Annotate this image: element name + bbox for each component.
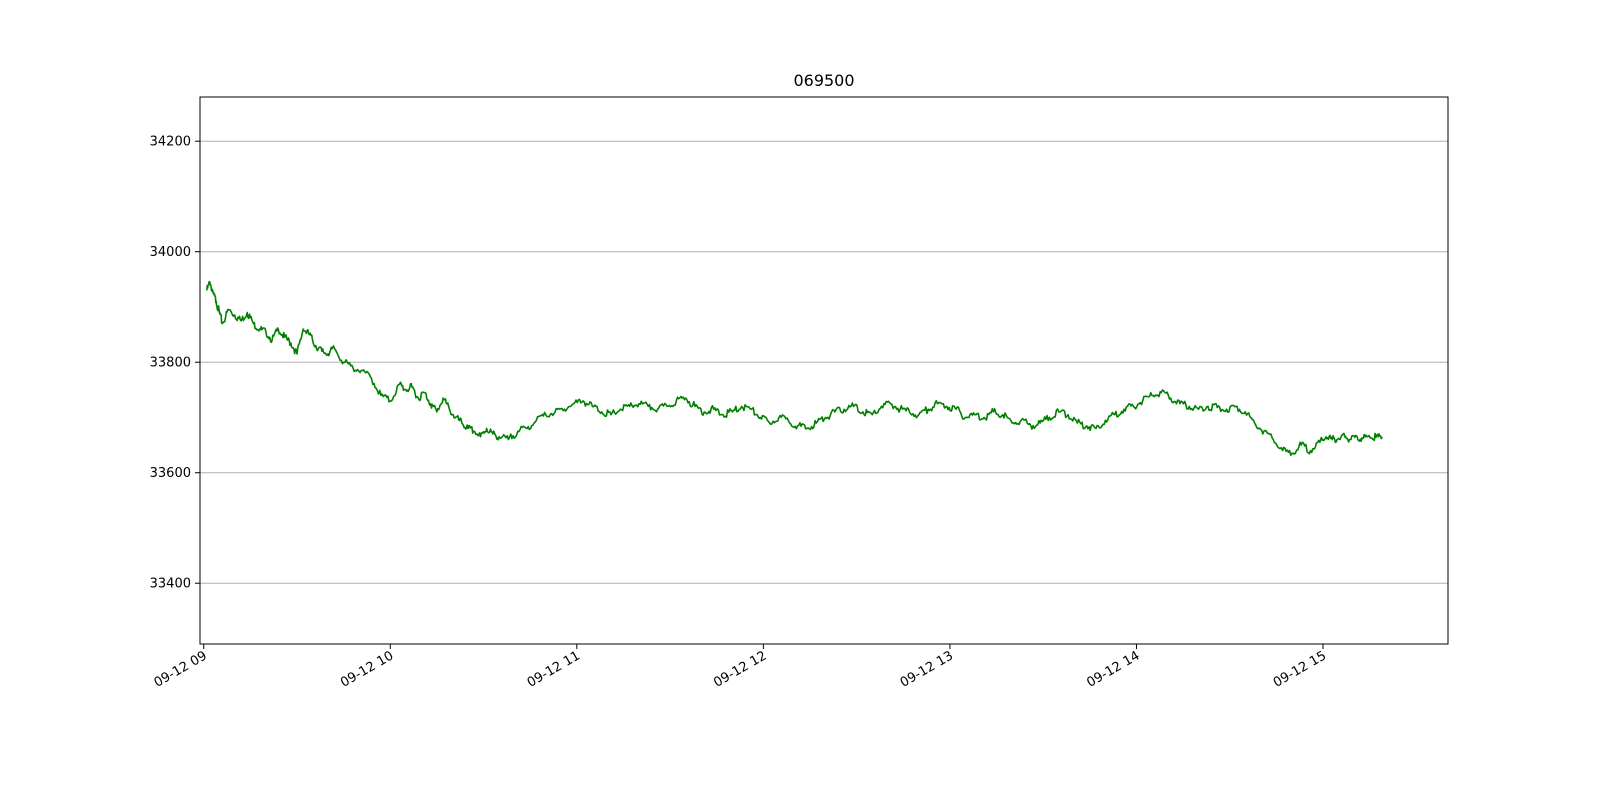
y-tick-label: 33600 xyxy=(150,466,191,481)
y-axis: 33400 33600 33800 34000 34200 xyxy=(150,135,200,592)
x-tick-label: 09-12 10 xyxy=(338,648,396,690)
plot-frame xyxy=(199,96,1449,645)
series-layer xyxy=(206,280,1383,457)
price-series-line xyxy=(206,280,1383,457)
y-tick-label: 34200 xyxy=(150,135,191,150)
x-axis: 09-12 09 09-12 10 09-12 11 09-12 12 09-12 13… xyxy=(152,644,1329,691)
x-tick-label: 09-12 15 xyxy=(1271,648,1329,690)
y-tick-label: 34000 xyxy=(150,245,191,260)
x-tick-label: 09-12 13 xyxy=(898,648,956,690)
gridlines xyxy=(200,140,1448,584)
chart-title: 069500 xyxy=(793,71,854,90)
y-tick-label: 33800 xyxy=(150,356,191,371)
x-tick-label: 09-12 12 xyxy=(711,648,769,690)
x-tick-label: 09-12 14 xyxy=(1084,648,1142,690)
x-tick-label: 09-12 11 xyxy=(525,648,583,690)
y-tick-label: 33400 xyxy=(150,577,191,592)
x-tick-label: 09-12 09 xyxy=(152,648,210,690)
